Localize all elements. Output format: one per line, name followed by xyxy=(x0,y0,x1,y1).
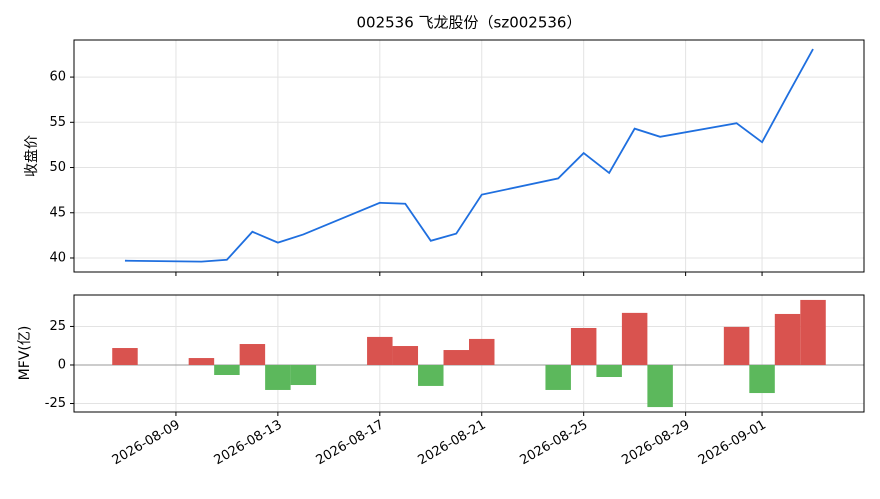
bar xyxy=(418,364,444,386)
plot-frame xyxy=(73,39,865,273)
y-tick-label: 0 xyxy=(58,357,66,372)
y-tick-label: 55 xyxy=(49,115,66,130)
bar xyxy=(647,364,673,408)
x-tick-label: 2026-08-13 xyxy=(212,418,285,469)
x-tick-label: 2026-08-21 xyxy=(416,418,489,469)
y-tick-label: -25 xyxy=(45,396,66,411)
bar xyxy=(774,313,801,365)
y-axis-label: 收盘价 xyxy=(23,135,40,177)
bar xyxy=(392,346,419,365)
bar xyxy=(239,344,266,365)
x-tick-label: 2026-08-25 xyxy=(517,418,590,469)
bar xyxy=(723,326,750,365)
x-tick-label: 2026-08-09 xyxy=(110,418,183,469)
bar xyxy=(214,364,240,376)
plot-frame xyxy=(73,294,865,413)
y-tick-label: 40 xyxy=(49,250,66,265)
bar xyxy=(621,312,648,365)
bar xyxy=(545,364,571,390)
bar xyxy=(367,336,393,365)
y-tick-label: 50 xyxy=(49,160,66,175)
price-line xyxy=(124,48,814,263)
bar xyxy=(112,348,138,365)
bar xyxy=(265,364,291,390)
chart-title: 002536 飞龙股份（sz002536） xyxy=(357,14,582,32)
bar xyxy=(570,327,597,365)
bar xyxy=(749,364,775,394)
bar xyxy=(290,364,317,386)
bar xyxy=(469,338,495,365)
bar xyxy=(800,299,826,365)
bar xyxy=(596,364,622,378)
bar xyxy=(188,358,215,365)
y-tick-label: 60 xyxy=(49,70,66,85)
y-tick-label: 25 xyxy=(49,319,66,334)
y-tick-label: 45 xyxy=(49,205,66,220)
x-tick-label: 2026-08-17 xyxy=(314,418,387,469)
bar xyxy=(443,350,469,365)
y-axis-label: MFV(亿) xyxy=(17,326,33,381)
x-tick-label: 2026-09-01 xyxy=(696,418,769,469)
x-tick-label: 2026-08-29 xyxy=(619,418,692,469)
